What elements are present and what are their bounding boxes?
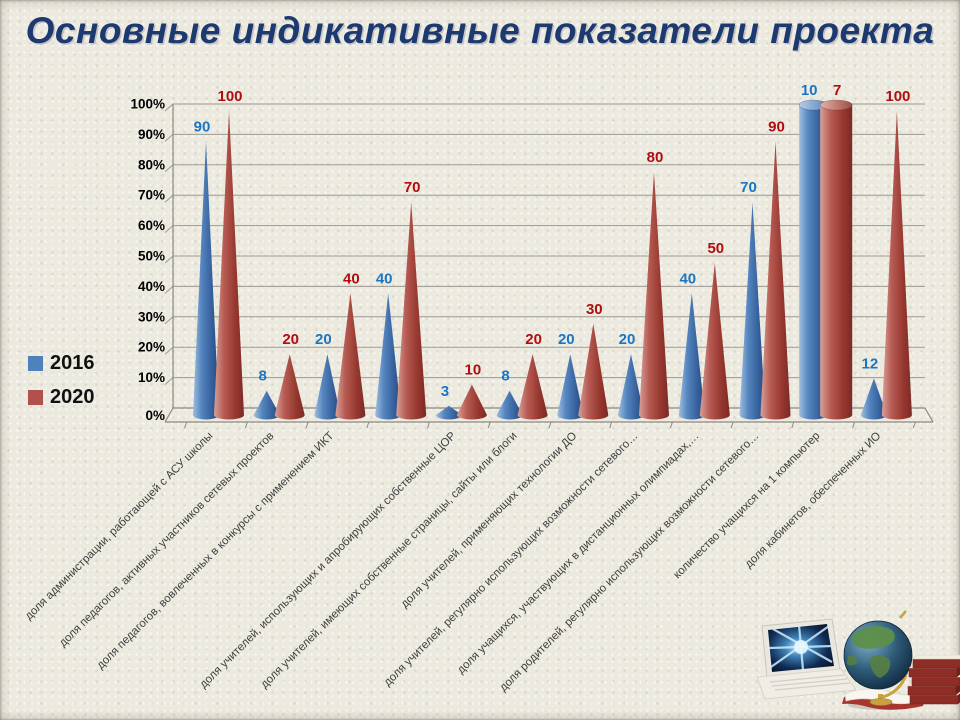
value-label: 20: [619, 331, 636, 348]
bar-2016-4: [435, 405, 462, 420]
value-label: 20: [558, 331, 575, 348]
bar-2016-8: [678, 293, 705, 420]
value-label: 100: [217, 88, 242, 105]
value-label: 3: [441, 383, 449, 400]
legend-label: 2020: [50, 386, 95, 408]
chart-legend: 2016 2020: [28, 352, 95, 420]
y-axis-labels: 0% 10% 20% 30% 40% 50% 60% 70% 80% 90% 100%: [130, 97, 165, 424]
y-tick-label: 10%: [138, 370, 165, 385]
value-label: 90: [768, 118, 785, 135]
value-label: 50: [707, 240, 724, 257]
value-label: 20: [282, 331, 299, 348]
x-tick: [184, 421, 188, 429]
legend-label: 2016: [50, 352, 95, 374]
bar-2020-0: [214, 111, 244, 420]
bar-2020-7: [639, 171, 669, 420]
bar-2016-2: [314, 354, 341, 420]
value-label: 40: [376, 270, 393, 287]
y-tick-label: 80%: [138, 157, 165, 172]
bars: [193, 99, 912, 420]
bar-2016-0: [193, 141, 219, 420]
y-tick-label: 0%: [145, 408, 165, 423]
x-tick: [305, 421, 309, 429]
bar-2020-2: [335, 293, 366, 420]
y-tick-label: 20%: [138, 340, 165, 355]
x-tick: [427, 421, 430, 429]
slide-title: Основные индикативные показатели проекта: [25, 10, 935, 51]
bar-2020-10: [820, 105, 853, 420]
value-label: 70: [740, 179, 757, 196]
bar-2020-9: [760, 141, 791, 420]
bar-2016-3: [375, 293, 402, 420]
y-tick-label: 100%: [130, 97, 165, 112]
laptop-icon: [756, 618, 857, 700]
globe-icon: [842, 610, 926, 710]
value-label: 10: [801, 82, 818, 99]
x-tick: [609, 421, 613, 429]
bar-2016-9: [739, 202, 766, 420]
bar-2016-6: [557, 354, 584, 420]
y-tick-label: 50%: [138, 249, 165, 264]
y-tick-label: 30%: [138, 309, 165, 324]
bar-2016-5: [496, 390, 523, 420]
legend-item: 2016: [28, 352, 95, 375]
value-label: 12: [862, 356, 879, 373]
y-tick-label: 70%: [138, 188, 165, 203]
bar-2020-6: [578, 323, 609, 420]
bar-2020-11: [881, 111, 912, 420]
value-label: 40: [343, 270, 360, 287]
value-label: 20: [315, 331, 332, 348]
bar-2016-7: [618, 354, 644, 420]
x-tick: [244, 421, 248, 429]
legend-swatch: [28, 356, 43, 371]
bar-2016-11: [860, 378, 887, 420]
value-label: 70: [404, 179, 421, 196]
x-tick: [852, 421, 856, 429]
x-tick: [487, 421, 491, 429]
value-label: 20: [525, 331, 542, 348]
value-label: 100: [885, 88, 910, 105]
value-label: 7: [833, 82, 841, 99]
books-stack-icon: [907, 654, 960, 705]
x-tick: [548, 421, 552, 429]
value-labels: 90 100 8 20 20 40 40 70 3 10 8 20 20 30 20 80 40 50 70 90 10…: [194, 82, 911, 400]
value-label: 8: [501, 368, 509, 385]
bar-cap-2020-10: [819, 99, 853, 111]
bar-2020-3: [396, 202, 427, 420]
value-label: 90: [194, 118, 211, 135]
value-label: 30: [586, 301, 603, 318]
legend-swatch: [28, 390, 43, 405]
bar-2020-1: [274, 354, 305, 420]
x-tick: [912, 421, 916, 429]
value-label: 80: [647, 149, 664, 166]
legend-item: 2020: [28, 386, 95, 409]
bar-2020-5: [517, 354, 548, 420]
clipart-laptop-globe-books: [752, 598, 960, 716]
y-tick-label: 60%: [138, 218, 165, 233]
bar-2020-4: [456, 384, 487, 420]
x-tick: [366, 421, 370, 429]
floor-side-edges: [164, 407, 934, 423]
value-label: 40: [679, 270, 696, 287]
value-label: 10: [465, 362, 482, 379]
value-label: 8: [259, 368, 267, 385]
y-tick-label: 90%: [138, 127, 165, 142]
x-tick: [730, 421, 734, 429]
bar-2020-8: [699, 263, 730, 420]
y-tick-label: 40%: [138, 279, 165, 294]
bar-2016-1: [253, 390, 280, 420]
x-tick: [669, 421, 673, 429]
x-tick: [791, 421, 795, 429]
